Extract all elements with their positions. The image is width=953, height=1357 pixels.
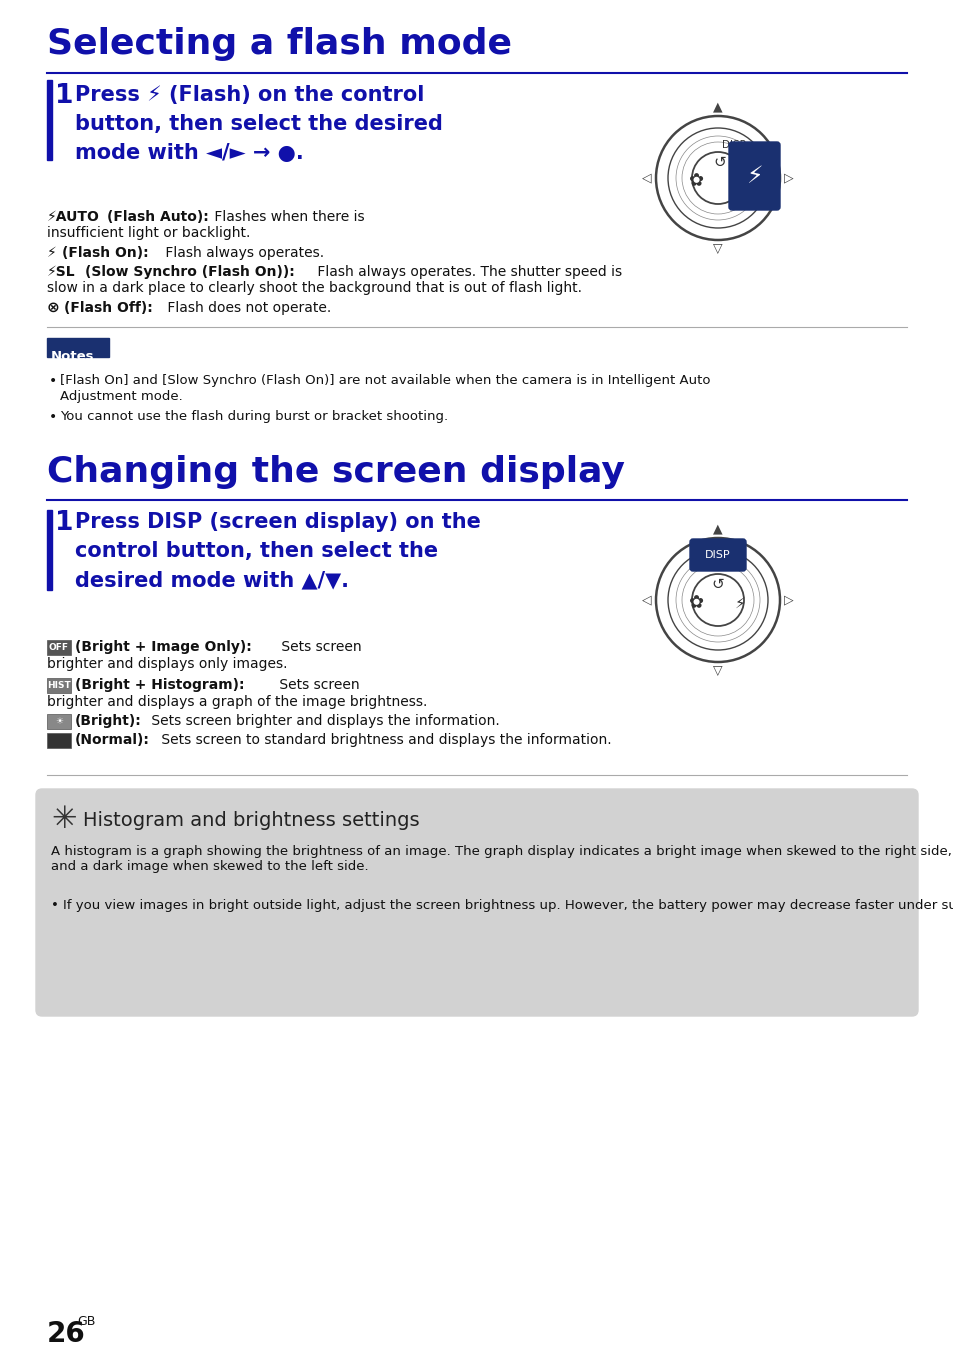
- Text: 1: 1: [55, 510, 73, 536]
- Text: Flash does not operate.: Flash does not operate.: [163, 301, 331, 315]
- Text: slow in a dark place to clearly shoot the background that is out of flash light.: slow in a dark place to clearly shoot th…: [47, 281, 581, 294]
- Text: Flash always operates. The shutter speed is: Flash always operates. The shutter speed…: [313, 265, 621, 280]
- Text: 1: 1: [55, 83, 73, 109]
- Text: Adjustment mode.: Adjustment mode.: [60, 389, 183, 403]
- Text: ◁: ◁: [641, 171, 651, 185]
- FancyBboxPatch shape: [728, 142, 780, 210]
- Text: •: •: [49, 410, 57, 423]
- Text: (Slow Synchro (Flash On)):: (Slow Synchro (Flash On)):: [85, 265, 294, 280]
- FancyBboxPatch shape: [689, 539, 745, 571]
- Text: ▽: ▽: [713, 243, 722, 255]
- Text: ✿: ✿: [688, 172, 702, 190]
- Text: control button, then select the: control button, then select the: [75, 541, 437, 560]
- FancyBboxPatch shape: [36, 788, 917, 1016]
- Text: Histogram and brightness settings: Histogram and brightness settings: [83, 811, 419, 830]
- Text: (Flash On):: (Flash On):: [62, 246, 149, 261]
- Text: A histogram is a graph showing the brightness of an image. The graph display ind: A histogram is a graph showing the brigh…: [51, 845, 951, 873]
- Text: brighter and displays only images.: brighter and displays only images.: [47, 657, 287, 670]
- Text: brighter and displays a graph of the image brightness.: brighter and displays a graph of the ima…: [47, 695, 427, 708]
- Text: (Normal):: (Normal):: [75, 733, 150, 746]
- Text: Flash always operates.: Flash always operates.: [161, 246, 324, 261]
- Text: ⚡: ⚡: [47, 246, 56, 261]
- Text: ▲: ▲: [713, 100, 722, 114]
- Text: ☀: ☀: [55, 716, 63, 726]
- FancyBboxPatch shape: [47, 338, 109, 357]
- Text: Press DISP (screen display) on the: Press DISP (screen display) on the: [75, 512, 480, 532]
- Text: ↺: ↺: [711, 577, 723, 592]
- Text: Changing the screen display: Changing the screen display: [47, 455, 624, 489]
- Text: (Bright + Histogram):: (Bright + Histogram):: [75, 678, 244, 692]
- Text: ▷: ▷: [783, 171, 793, 185]
- Text: GB: GB: [77, 1315, 95, 1329]
- Text: insufficient light or backlight.: insufficient light or backlight.: [47, 227, 250, 240]
- Text: ↺: ↺: [713, 155, 725, 170]
- Text: [Flash On] and [Slow Synchro (Flash On)] are not available when the camera is in: [Flash On] and [Slow Synchro (Flash On)]…: [60, 375, 710, 387]
- Bar: [47, 510, 52, 590]
- Text: ⚡AUTO: ⚡AUTO: [47, 210, 100, 224]
- Text: ▲: ▲: [713, 522, 722, 536]
- Text: Notes: Notes: [51, 350, 94, 364]
- Text: (Flash Auto):: (Flash Auto):: [107, 210, 209, 224]
- Text: mode with ◄/► → ●.: mode with ◄/► → ●.: [75, 142, 303, 163]
- Text: ✿: ✿: [688, 594, 702, 612]
- Bar: [47, 641, 71, 655]
- Text: (Bright):: (Bright):: [75, 714, 142, 727]
- Text: ▷: ▷: [783, 593, 793, 607]
- Text: ⊗: ⊗: [47, 300, 60, 315]
- Text: Selecting a flash mode: Selecting a flash mode: [47, 27, 512, 61]
- Text: desired mode with ▲/▼.: desired mode with ▲/▼.: [75, 570, 349, 590]
- Text: (Bright + Image Only):: (Bright + Image Only):: [75, 641, 252, 654]
- Text: ▽: ▽: [713, 665, 722, 677]
- Text: ⚡: ⚡: [745, 164, 762, 189]
- Text: ✳: ✳: [51, 805, 76, 835]
- Text: If you view images in bright outside light, adjust the screen brightness up. How: If you view images in bright outside lig…: [63, 898, 953, 912]
- Bar: [47, 80, 52, 160]
- Text: button, then select the desired: button, then select the desired: [75, 114, 442, 134]
- Text: Sets screen: Sets screen: [274, 678, 359, 692]
- Text: ◁: ◁: [641, 593, 651, 607]
- Bar: [47, 733, 71, 748]
- Text: HIST: HIST: [47, 681, 71, 689]
- Text: •: •: [49, 375, 57, 388]
- Text: OFF: OFF: [49, 643, 69, 651]
- Text: ⚡: ⚡: [734, 596, 744, 611]
- Text: (Flash Off):: (Flash Off):: [64, 301, 152, 315]
- Text: You cannot use the flash during burst or bracket shooting.: You cannot use the flash during burst or…: [60, 410, 448, 423]
- Text: Sets screen: Sets screen: [276, 641, 361, 654]
- Bar: [47, 678, 71, 693]
- Text: Sets screen brighter and displays the information.: Sets screen brighter and displays the in…: [147, 714, 499, 727]
- Text: •: •: [51, 898, 59, 912]
- Text: ⚡SL: ⚡SL: [47, 265, 75, 280]
- Text: Press ⚡ (Flash) on the control: Press ⚡ (Flash) on the control: [75, 85, 424, 104]
- Bar: [47, 714, 71, 729]
- Text: 26: 26: [47, 1320, 86, 1348]
- Text: Flashes when there is: Flashes when there is: [210, 210, 364, 224]
- Text: DISP: DISP: [721, 140, 745, 151]
- Text: DISP: DISP: [704, 550, 730, 560]
- Text: Sets screen to standard brightness and displays the information.: Sets screen to standard brightness and d…: [157, 733, 611, 746]
